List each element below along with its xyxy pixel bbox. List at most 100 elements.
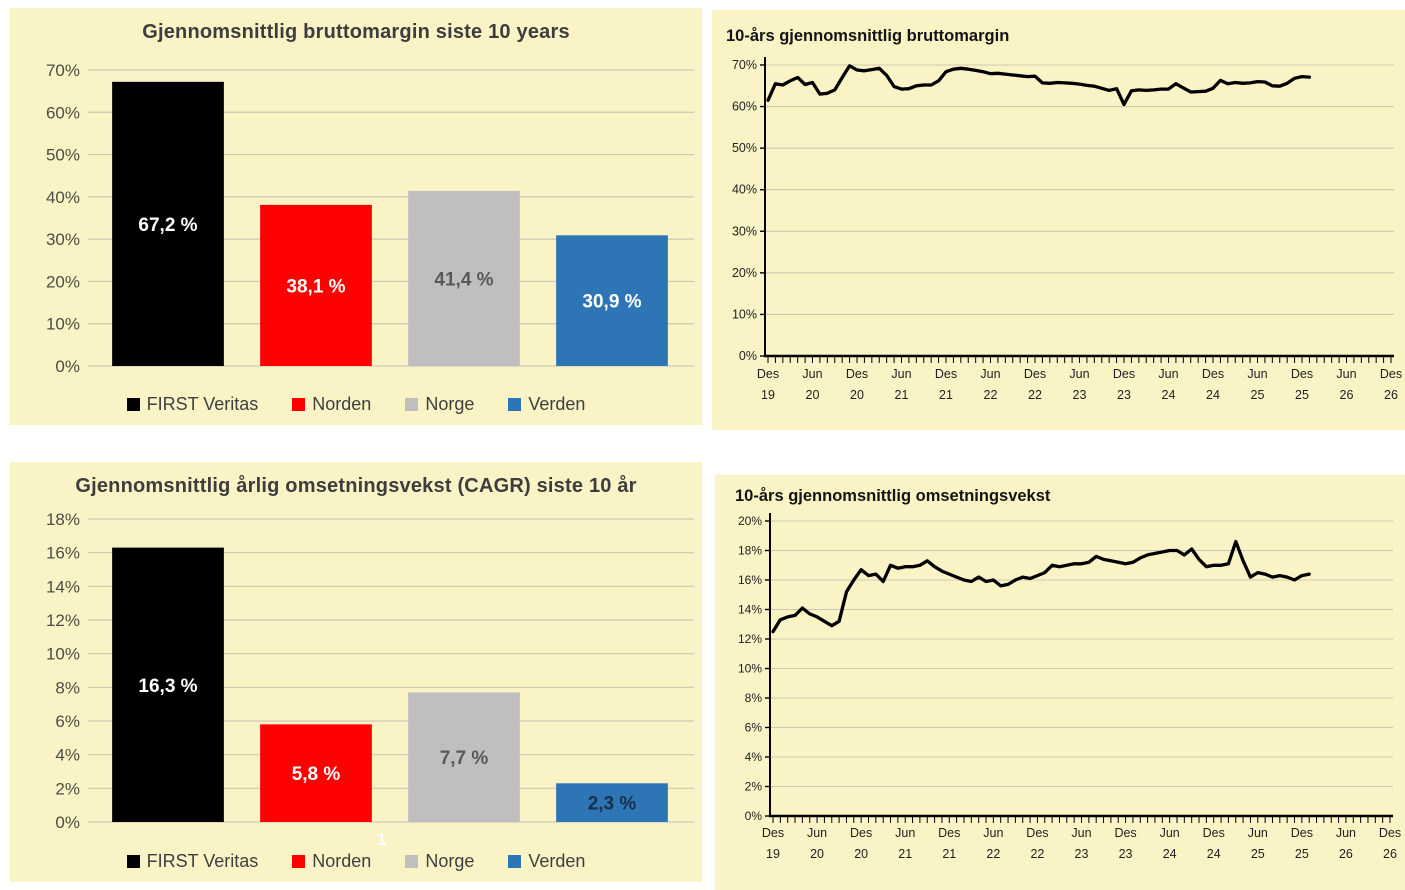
y-axis-tick-label: 4% (745, 750, 763, 764)
x-axis-month-label: Des (1291, 367, 1313, 381)
gross-margin-line-chart: 0% 10% 20% 30% 40% 50% 60% 70% Des 19 Jun 20 Des 20 Ju… (732, 57, 1402, 402)
x-axis-month-label: Des (1203, 826, 1225, 840)
x-axis-year-label: 25 (1295, 388, 1309, 402)
y-axis-tick-label: 50% (46, 146, 80, 165)
y-axis-tick-label: 16% (738, 573, 762, 587)
x-axis-year-label: 24 (1206, 388, 1220, 402)
legend-swatch-verden (508, 398, 522, 411)
y-axis-tick-label: 20% (46, 272, 80, 291)
x-axis-month-label: Des (757, 367, 779, 381)
bar-value-label: 16,3 % (138, 676, 197, 697)
series-line (766, 64, 1312, 107)
bar-value-label: 41,4 % (434, 269, 493, 290)
x-axis-year-label: 22 (1030, 847, 1044, 861)
legend-label-first-veritas: FIRST Veritas (146, 851, 259, 871)
y-axis-tick-label: 0% (739, 349, 757, 363)
y-axis-tick-label: 16% (46, 544, 80, 563)
y-axis-tick-label: 10% (738, 662, 762, 676)
panel-revenue-growth-line: 10-års gjennomsnittlig omsetningsvekst 0… (715, 475, 1405, 890)
x-axis-year-label: 23 (1075, 847, 1089, 861)
x-axis-year-label: 25 (1251, 847, 1265, 861)
x-axis-month-label: Des (938, 826, 960, 840)
legend-item-norge: Norge (405, 851, 474, 872)
bar-value-label: 7,7 % (440, 748, 489, 769)
y-axis-tick-label: 10% (46, 645, 80, 664)
y-axis-tick-label: 2% (55, 779, 80, 798)
x-axis-year-label: 22 (1028, 388, 1042, 402)
bar-norge (408, 692, 520, 822)
legend-swatch-norden (292, 855, 306, 868)
revenue-growth-bar-chart: 0% 2% 4% 6% 8% 10% 12% 14% 16% 18% 16,3 % 5,8 % 7,7 … (46, 510, 694, 832)
x-axis-year-label: 23 (1117, 388, 1131, 402)
x-axis-month-label: Jun (807, 826, 827, 840)
chart-title-gross-margin-line: 10-års gjennomsnittlig bruttomargin (726, 27, 1010, 45)
y-axis-tick-label: 60% (46, 103, 80, 122)
legend-label-norge: Norge (425, 394, 475, 414)
x-axis-month-label: Jun (802, 367, 822, 381)
bar-norden (260, 724, 372, 822)
bar-verden (556, 783, 668, 822)
y-axis-tick-label: 6% (55, 712, 80, 731)
legend-item-verden: Verden (508, 394, 585, 415)
x-axis-month-label: Jun (1069, 367, 1089, 381)
x-axis-month-label: Jun (1160, 826, 1180, 840)
x-axis-year-label: 20 (854, 847, 868, 861)
x-axis-year-label: 22 (984, 388, 998, 402)
y-axis-tick-label: 8% (745, 691, 763, 705)
y-axis-tick-label: 20% (738, 514, 762, 528)
y-axis-tick-label: 2% (745, 780, 763, 794)
legend-label-norden: Norden (312, 851, 372, 871)
y-axis-tick-label: 20% (732, 266, 757, 280)
bar-norden (260, 204, 372, 366)
y-axis-tick-label: 70% (732, 58, 757, 72)
x-axis-month-label: Des (1026, 826, 1048, 840)
y-axis-tick-label: 70% (46, 61, 80, 80)
legend-label-verden: Verden (528, 394, 586, 414)
x-axis-month-label: Jun (895, 826, 915, 840)
x-axis-month-label: Jun (1158, 367, 1178, 381)
y-axis-tick-label: 60% (732, 100, 757, 114)
x-axis-year-label: 25 (1295, 847, 1309, 861)
y-axis-tick-label: 40% (732, 183, 757, 197)
x-axis-year-label: 24 (1162, 388, 1176, 402)
x-axis-month-label: Des (850, 826, 872, 840)
x-axis-month-label: Jun (1071, 826, 1091, 840)
x-axis-year-label: 21 (942, 847, 956, 861)
revenue-growth-legend: FIRST Veritas Norden Norge Verden (10, 851, 702, 872)
y-axis-tick-label: 10% (46, 315, 80, 334)
bar-value-label: 2,3 % (588, 794, 637, 815)
x-axis-year-label: 23 (1119, 847, 1133, 861)
y-axis-tick-label: 0% (55, 813, 80, 832)
x-axis-month-label: Des (1380, 367, 1402, 381)
legend-item-first-veritas: FIRST Veritas (126, 851, 259, 872)
series-line (771, 539, 1311, 634)
x-axis-month-label: Des (1024, 367, 1046, 381)
x-axis-year-label: 20 (850, 388, 864, 402)
bar-value-label: 67,2 % (138, 215, 197, 236)
x-axis-month-label: Jun (983, 826, 1003, 840)
x-axis-year-label: 26 (1340, 388, 1354, 402)
x-axis-month-label: Jun (1336, 367, 1356, 381)
legend-swatch-norge (405, 398, 419, 411)
y-axis-tick-label: 10% (732, 307, 757, 321)
x-axis-month-label: Des (846, 367, 868, 381)
y-axis-tick-label: 30% (732, 224, 757, 238)
chart-title-revenue-growth-bar: Gjennomsnittlig årlig omsetningsvekst (C… (75, 475, 637, 497)
x-axis-month-label: Des (1202, 367, 1224, 381)
x-axis-year-label: 26 (1339, 847, 1353, 861)
x-axis-year-label: 21 (895, 388, 909, 402)
gross-margin-legend: FIRST Veritas Norden Norge Verden (10, 394, 702, 415)
x-axis-month-label: Des (762, 826, 784, 840)
y-axis-tick-label: 12% (46, 611, 80, 630)
x-axis-year-label: 21 (939, 388, 953, 402)
x-axis-year-label: 20 (806, 388, 820, 402)
x-axis-year-label: 21 (898, 847, 912, 861)
legend-label-norden: Norden (312, 394, 372, 414)
x-axis-year-label: 22 (986, 847, 1000, 861)
y-axis-tick-label: 0% (55, 357, 80, 376)
y-axis-tick-label: 14% (46, 577, 80, 596)
x-axis-year-label: 24 (1163, 847, 1177, 861)
legend-swatch-first-veritas (126, 398, 140, 411)
bar-value-label: 38,1 % (286, 276, 345, 297)
x-axis-year-label: 20 (810, 847, 824, 861)
